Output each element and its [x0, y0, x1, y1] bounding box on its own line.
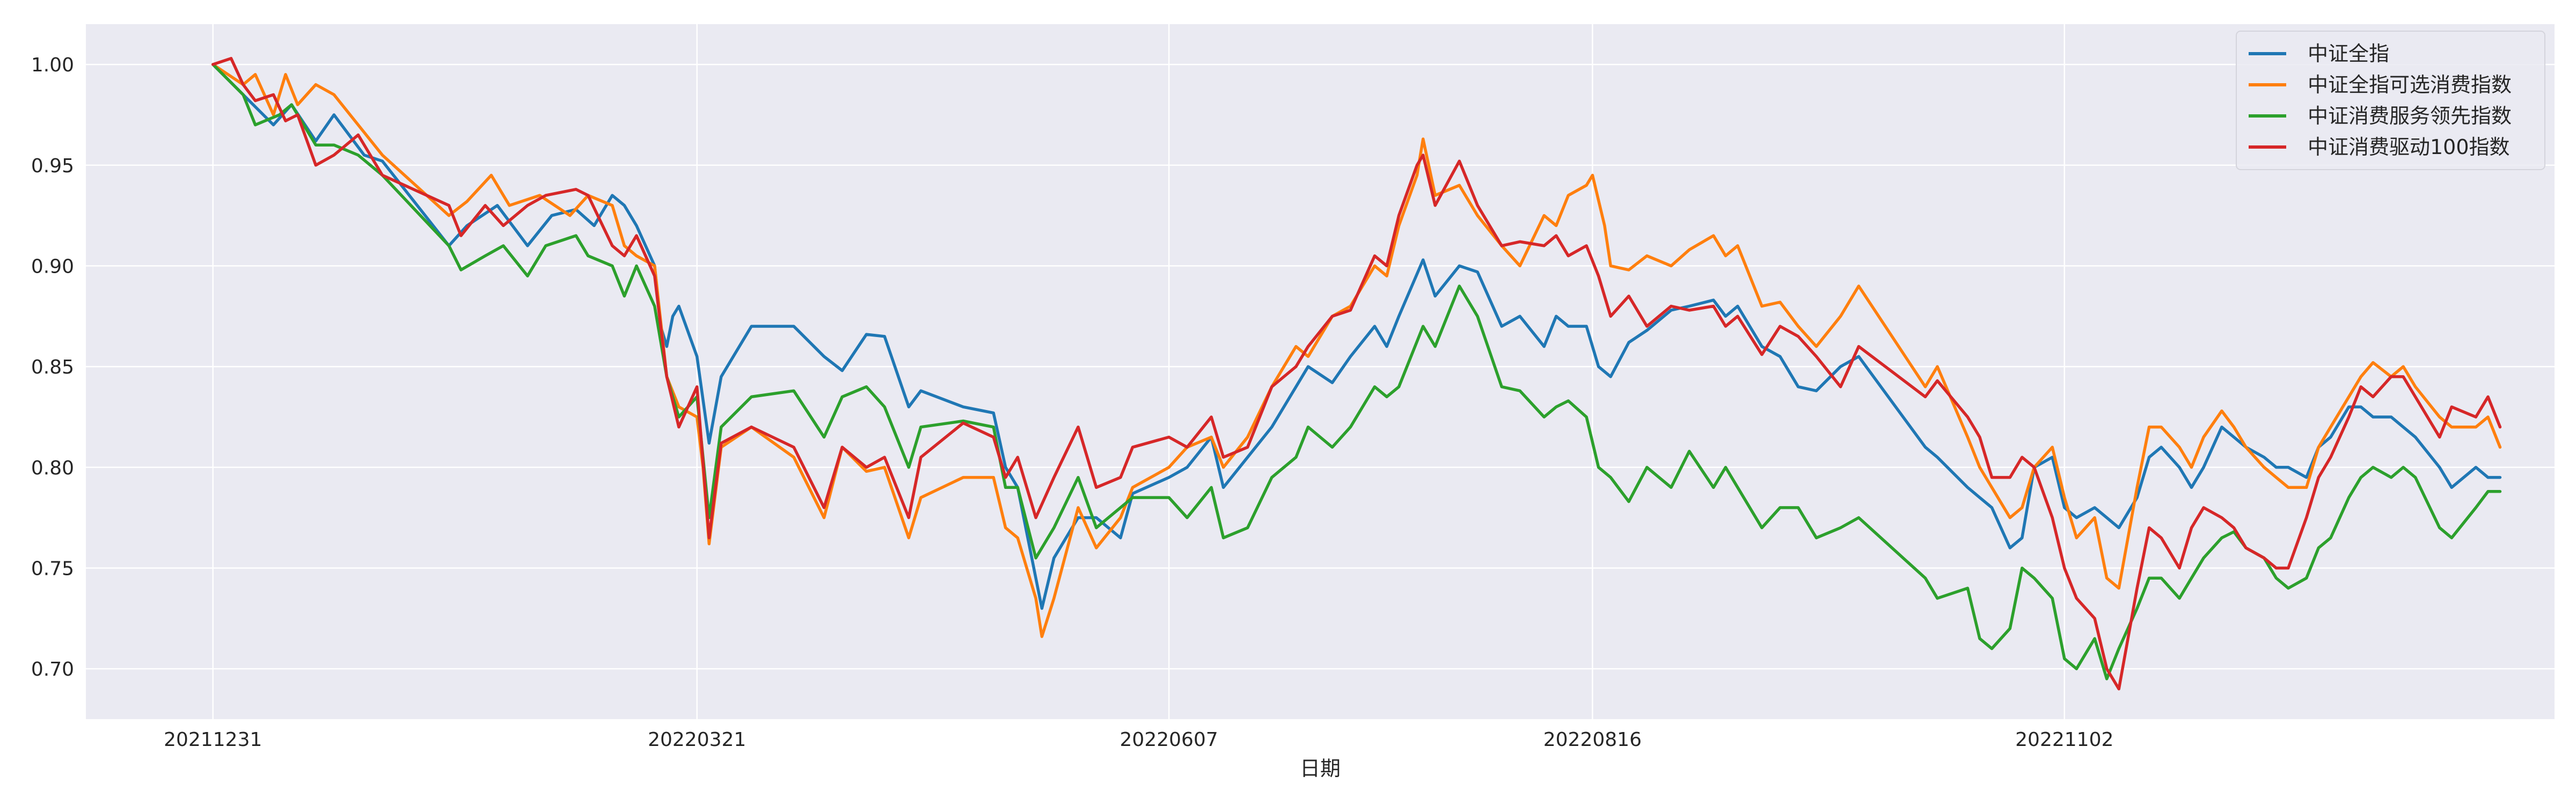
x-tick-label: 20211231 [164, 729, 262, 751]
tick-labels: 0.70 0.75 0.80 0.85 0.90 0.95 1.00 20211231 2022… [31, 54, 2114, 751]
plot-area-background [86, 24, 2555, 719]
series-line-4 [211, 57, 2502, 691]
series-line-1 [211, 63, 2502, 610]
y-tick-label: 0.75 [31, 558, 74, 580]
legend-box [2236, 31, 2545, 170]
x-tick-label: 20220321 [648, 729, 746, 751]
y-tick-label: 0.90 [31, 255, 74, 277]
series-line-3 [211, 63, 2502, 680]
legend-label: 中证全指可选消费指数 [2308, 73, 2512, 97]
y-tick-label: 0.95 [31, 155, 74, 177]
gridlines [86, 24, 2555, 719]
y-tick-label: 0.80 [31, 457, 74, 479]
series-lines [211, 57, 2502, 691]
y-tick-label: 0.85 [31, 356, 74, 378]
x-tick-label: 20221102 [2015, 729, 2113, 751]
legend-label: 中证消费驱动100指数 [2308, 135, 2510, 159]
x-axis-title: 日期 [1300, 757, 1341, 780]
x-tick-label: 20220607 [1120, 729, 1218, 751]
legend-label: 中证全指 [2308, 42, 2389, 65]
y-tick-label: 1.00 [31, 54, 74, 76]
y-tick-label: 0.70 [31, 658, 74, 680]
x-tick-label: 20220816 [1543, 729, 1642, 751]
legend-label: 中证消费服务领先指数 [2308, 104, 2512, 128]
